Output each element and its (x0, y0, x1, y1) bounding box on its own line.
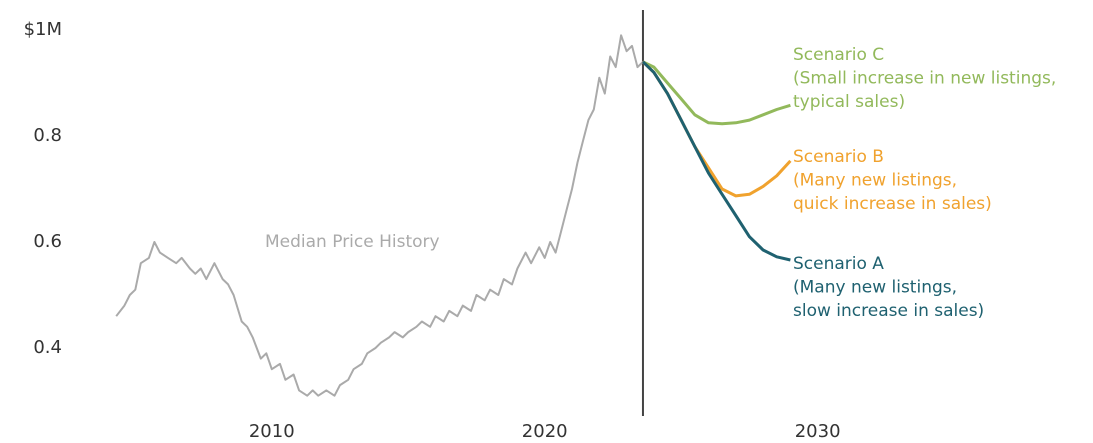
x-tick-label: 2020 (522, 421, 568, 442)
y-tick-label: 0.8 (33, 125, 62, 146)
series-description: typical sales) (793, 92, 905, 112)
series-description: (Many new listings, (793, 278, 957, 298)
x-tick-label: 2010 (249, 421, 295, 442)
y-tick-label: 0.4 (33, 337, 62, 358)
series-label: Median Price History (265, 232, 440, 252)
series-description: (Small increase in new listings, (793, 69, 1056, 89)
y-tick-label: $1M (24, 19, 62, 40)
series-label: Scenario B (793, 147, 884, 167)
series-line (641, 60, 791, 262)
series-description: (Many new listings, (793, 171, 957, 191)
series-description: slow increase in sales) (793, 301, 984, 321)
y-tick-label: 0.6 (33, 231, 62, 252)
series-description: quick increase in sales) (793, 194, 992, 214)
series-line (115, 34, 644, 397)
x-tick-label: 2030 (795, 421, 841, 442)
series-label: Scenario A (793, 254, 884, 274)
series-label: Scenario C (793, 45, 884, 65)
series-line (642, 60, 791, 126)
